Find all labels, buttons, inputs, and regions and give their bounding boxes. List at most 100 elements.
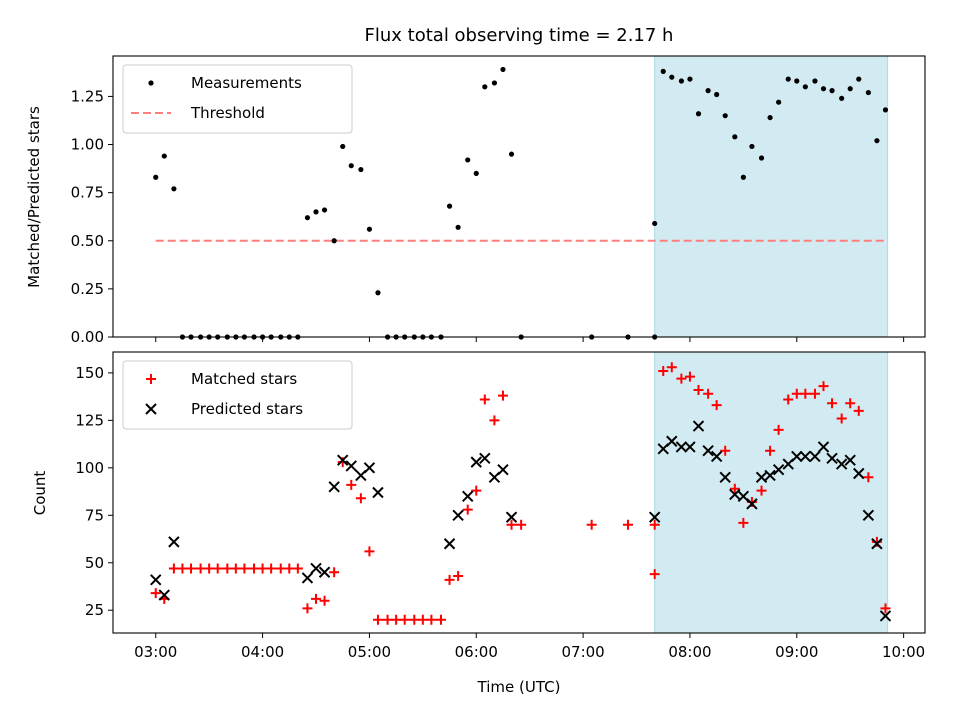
data-point [746, 496, 757, 507]
data-point [444, 574, 455, 585]
data-point [497, 390, 508, 401]
data-point [874, 138, 880, 144]
top-y-axis-label: Matched/Predicted stars [25, 106, 43, 288]
data-point [703, 388, 714, 399]
data-point [158, 589, 170, 601]
data-point [249, 563, 260, 574]
data-point [497, 464, 509, 476]
data-point [337, 454, 349, 466]
legend-marker [148, 80, 154, 86]
data-point [809, 388, 820, 399]
data-point [826, 452, 838, 465]
data-point [794, 78, 800, 84]
data-point [382, 614, 393, 625]
data-point [809, 450, 821, 463]
data-point [710, 450, 723, 463]
data-point [372, 486, 384, 499]
data-point [856, 76, 862, 82]
data-point [348, 163, 354, 169]
data-point [363, 462, 376, 474]
data-point [758, 155, 765, 161]
data-point [720, 445, 731, 456]
y-tick-label: 0.50 [71, 232, 104, 250]
legend-box [122, 64, 353, 134]
plot-frame [112, 351, 926, 634]
data-point [772, 464, 785, 476]
data-point [409, 614, 420, 625]
data-point [358, 166, 364, 173]
data-point [284, 563, 295, 574]
data-point [455, 224, 461, 230]
data-point [516, 519, 527, 530]
data-point [882, 107, 889, 113]
data-point [756, 485, 767, 496]
data-point [301, 572, 314, 584]
data-point [506, 519, 517, 530]
data-point [195, 563, 206, 574]
data-point [500, 66, 506, 73]
observing-span [654, 351, 889, 634]
y-tick-label: 150 [75, 364, 104, 382]
data-point [479, 452, 491, 465]
y-tick-label: 75 [85, 506, 104, 524]
data-point [722, 113, 728, 119]
data-point [812, 78, 818, 84]
data-point [452, 509, 464, 521]
data-point [150, 588, 161, 599]
data-point [470, 456, 482, 468]
data-point [479, 394, 490, 405]
data-point [871, 536, 882, 547]
data-point [880, 603, 891, 614]
data-point [462, 504, 473, 515]
data-point [839, 95, 845, 101]
data-point [791, 450, 803, 463]
data-point [473, 170, 479, 177]
data-point [257, 563, 268, 574]
data-point [666, 435, 678, 447]
data-point [773, 424, 784, 435]
x-axis-label: Time (UTC) [477, 678, 561, 696]
data-point [266, 563, 277, 574]
data-point [345, 460, 357, 472]
data-point [319, 595, 330, 606]
data-point [212, 563, 223, 574]
data-point [436, 614, 447, 625]
bottom-y-axis-label: Count [31, 471, 49, 516]
legend-marker [145, 403, 157, 415]
data-point [491, 80, 498, 86]
legend-label: Measurements [191, 74, 302, 92]
data-point [275, 563, 286, 574]
data-point [171, 186, 177, 192]
x-tick-label: 03:00 [134, 643, 177, 661]
data-point [150, 574, 162, 586]
data-point [729, 483, 740, 494]
y-tick-label: 1.00 [71, 136, 104, 154]
data-point [471, 485, 482, 496]
data-point [302, 603, 313, 614]
data-point [755, 471, 768, 484]
data-point [310, 562, 322, 575]
data-point [168, 563, 179, 574]
data-point [417, 614, 428, 625]
data-point [676, 373, 687, 384]
data-point [153, 174, 159, 180]
data-point [879, 610, 892, 622]
data-point [168, 536, 180, 548]
data-point [329, 567, 340, 578]
data-point [453, 571, 464, 582]
data-point [355, 493, 366, 504]
data-point [204, 563, 215, 574]
plot-frame [112, 55, 926, 338]
y-tick-label: 50 [85, 554, 104, 572]
data-point [375, 290, 381, 296]
data-point [222, 563, 233, 574]
chart-title: Flux total observing time = 2.17 h [365, 25, 674, 46]
x-tick-label: 06:00 [455, 643, 498, 661]
data-point [732, 134, 738, 140]
data-point [586, 519, 597, 530]
y-tick-label: 0.25 [71, 280, 104, 298]
data-point [871, 538, 883, 550]
data-point [660, 68, 666, 74]
x-tick-label: 04:00 [241, 643, 284, 661]
data-point [622, 519, 633, 530]
